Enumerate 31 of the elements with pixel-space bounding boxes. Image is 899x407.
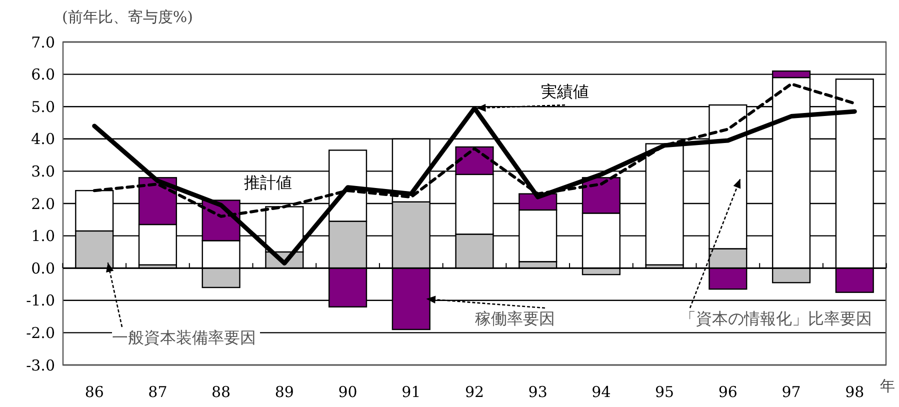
y-tick-label: 5.0	[31, 98, 55, 116]
x-tick-label: 91	[402, 383, 421, 401]
text: 「資本の情報化」比率要因	[680, 309, 872, 328]
y-tick-label: 4.0	[31, 130, 55, 148]
x-axis-title: 年	[880, 377, 895, 395]
x-tick-label: 93	[528, 383, 548, 401]
y-tick-label: -1.0	[26, 292, 55, 310]
y-tick-label: 1.0	[31, 227, 55, 246]
y-tick-label: 7.0	[31, 33, 55, 52]
x-tick-label: 97	[782, 383, 801, 401]
y-tick-label: -2.0	[26, 324, 55, 342]
x-tick-label: 87	[148, 383, 168, 401]
y-tick-label: 6.0	[31, 66, 55, 84]
x-tick-label: 92	[464, 383, 484, 401]
x-tick-label: 98	[845, 383, 864, 401]
text: 一般資本装備率要因	[112, 328, 256, 347]
y-tick-label: 2.0	[31, 194, 55, 213]
text: 稼働率要因	[475, 309, 555, 328]
y-tick-label: -3.0	[26, 356, 55, 374]
y-tick-label: 3.0	[31, 162, 55, 180]
x-tick-label: 89	[274, 383, 294, 401]
x-tick-label: 94	[592, 383, 611, 401]
text: 実績値	[541, 82, 589, 101]
y-axis-title: (前年比、寄与度%)	[62, 8, 193, 26]
x-tick-label: 86	[84, 383, 104, 401]
series-label: 推計値	[244, 173, 292, 192]
x-tick-label: 96	[718, 383, 738, 401]
y-tick-label: 0.0	[31, 259, 55, 278]
x-tick-label: 95	[655, 383, 674, 401]
x-tick-label: 90	[338, 383, 358, 401]
x-tick-label: 88	[212, 383, 231, 401]
